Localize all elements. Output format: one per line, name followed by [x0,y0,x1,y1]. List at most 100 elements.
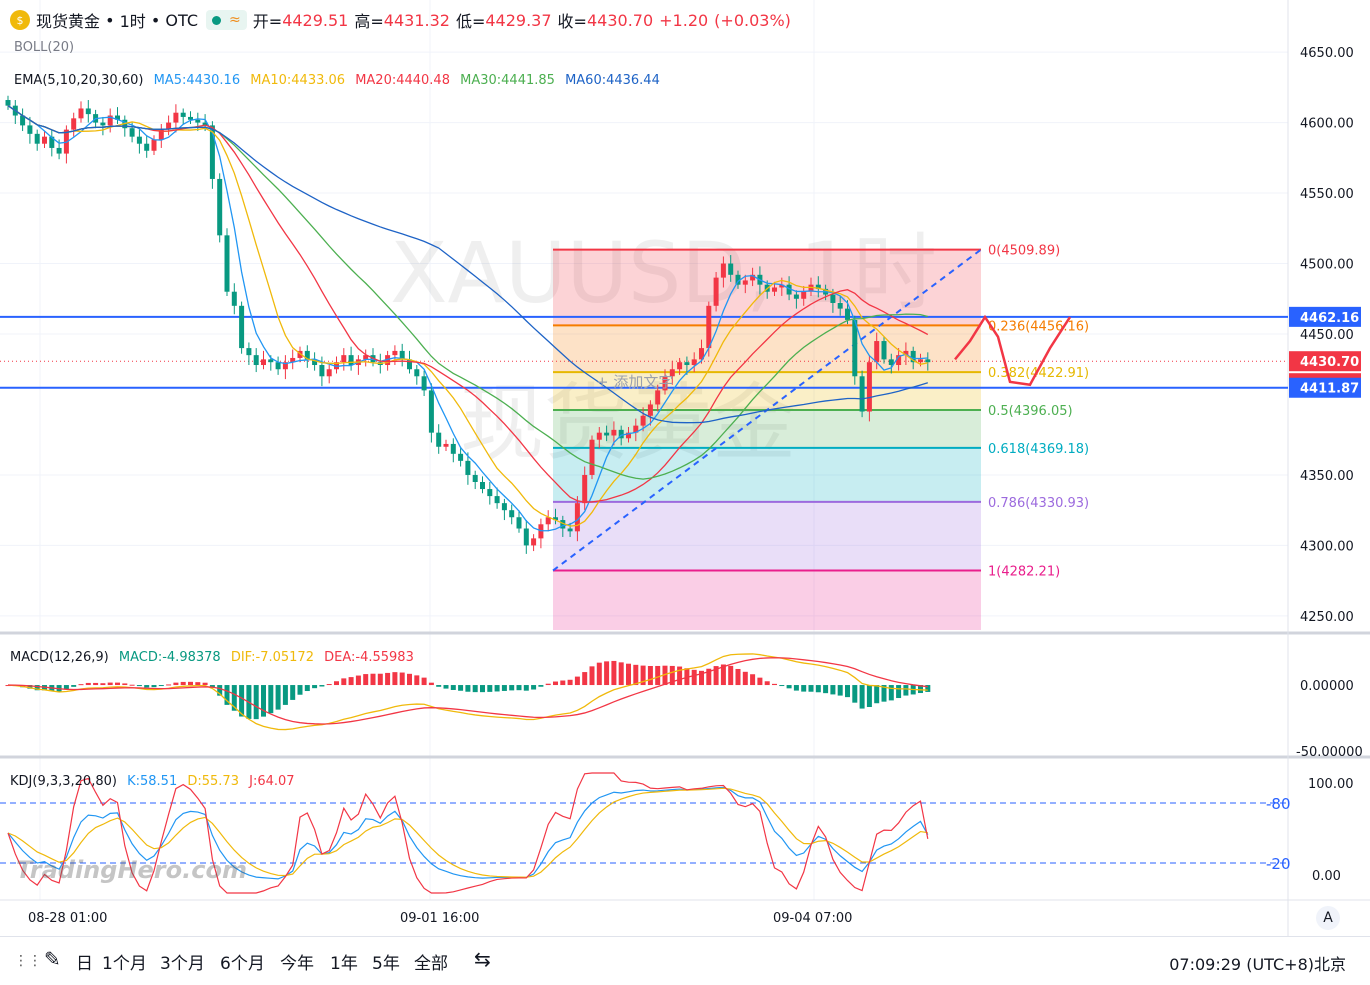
candle-body [786,284,792,295]
candle-body [881,341,887,360]
candle-body [436,432,442,447]
macd-title: MACD(12,26,9) [10,650,109,665]
boll-indicator-label[interactable]: BOLL(20) [14,40,75,55]
macd-histogram-bar [852,685,858,703]
k-value: K:58.51 [127,774,178,789]
candle-body [487,489,493,497]
fib-zone [553,325,981,373]
market-open-dot-icon [212,15,222,25]
range-6m[interactable]: 6个月 [220,954,265,974]
candle-body [385,355,391,366]
candle-body [42,136,47,144]
macd-histogram-bar [837,685,843,696]
macd-histogram-bar [312,685,318,689]
macd-histogram-bar [421,677,427,686]
symbol-watermark: XAUUSD, 1时 [390,224,937,322]
macd-histogram-bar [136,685,142,687]
price-tag [1289,306,1361,327]
chart-canvas[interactable]: XAUUSD, 1时现货黄金0(4509.89)0.236(4456.16)0.… [0,0,1370,936]
projection-drawing [954,314,1072,387]
candle-body [604,432,610,436]
interval-label[interactable]: 1时 [119,12,146,31]
range-5y[interactable]: 5年 [372,954,400,974]
macd-legend[interactable]: MACD(12,26,9) MACD:-4.98378 DIF:-7.05172… [10,650,420,665]
auto-scale-button[interactable]: A [1316,906,1340,930]
candle-body [136,136,142,144]
candle-body [837,302,843,309]
candle-body [560,520,566,529]
macd-histogram-bar [268,685,274,714]
macd-histogram-bar [188,681,193,686]
kdj-level-label: -20 [1266,855,1291,873]
candle-body [129,128,135,137]
range-1m[interactable]: 1个月 [102,954,147,974]
candle-body [472,474,478,482]
range-ytd[interactable]: 今年 [280,954,314,974]
candle-body [20,115,26,126]
macd-histogram-bar [611,660,617,686]
macd-histogram-bar [772,683,777,686]
macd-histogram-bar [202,682,208,686]
fib-level-label: 0.5(4396.05) [988,404,1073,419]
low-value: 4429.37 [485,10,552,30]
dif-line [7,653,928,731]
candle-body [49,136,55,148]
candle-body [334,362,339,370]
fib-zone [553,447,981,502]
candle-body [545,517,551,525]
kdj-title: KDJ(9,3,3,20,80) [10,774,117,789]
macd-histogram-bar [348,677,354,686]
macd-histogram-bar [180,681,186,686]
macd-histogram-bar [779,685,785,687]
candle-body [34,133,40,144]
draw-tool-icon[interactable]: ✎ [44,947,61,971]
macd-histogram-bar [706,668,712,686]
range-1y[interactable]: 1年 [330,954,358,974]
symbol-name[interactable]: 现货黄金 [36,12,101,31]
macd-histogram-bar [107,682,113,686]
time-axis-label: 08-28 01:00 [28,911,107,926]
price-tag-label: 4411.87 [1300,382,1359,397]
macd-histogram-bar [509,685,515,691]
macd-histogram-bar [209,685,215,688]
macd-value: MACD:-4.98378 [118,650,221,665]
candle-body [859,376,865,412]
macd-histogram-bar [319,685,325,687]
candle-body [845,308,850,320]
clock-timezone[interactable]: 07:09:29 (UTC+8)北京 [1169,955,1346,974]
candle-body [742,280,748,285]
candle-body [71,118,77,130]
macd-histogram-bar [691,669,697,686]
candle-body [655,390,661,405]
candle-body [618,429,624,439]
high-label: 高= [354,12,384,31]
market-status-badge[interactable]: ≈ [206,10,247,30]
calendar-range-icon[interactable]: ⇆ [474,947,491,971]
macd-histogram-bar [742,671,748,686]
macd-histogram-bar [793,685,799,691]
kdj-legend[interactable]: KDJ(9,3,3,20,80) K:58.51 D:55.73 J:64.07 [10,774,301,789]
macd-histogram-bar [392,672,398,686]
macd-histogram-bar [304,685,310,692]
close-value: 4430.70 [586,10,654,30]
candle-body [304,350,310,360]
ema-indicator-legend[interactable]: EMA(5,10,20,30,60) MA5:4430.16 MA10:4433… [14,73,666,88]
candle-body [669,369,675,377]
macd-histogram-bar [217,685,223,696]
drag-handle-icon[interactable]: ⋮⋮ [14,953,42,969]
candle-body [699,348,704,360]
range-1d[interactable]: 日 [76,954,93,974]
macd-histogram-bar [859,685,865,709]
price-axis-label: 4650.00 [1300,46,1354,61]
range-all[interactable]: 全部 [414,954,448,974]
macd-axis-label: 0.00000 [1300,679,1354,694]
candle-body [925,359,931,363]
macd-histogram-bar [925,685,931,692]
candle-body [341,355,347,363]
range-3m[interactable]: 3个月 [160,954,205,974]
macd-histogram-bar [866,685,872,708]
price-axis-label: 4550.00 [1300,187,1354,202]
macd-histogram-bar [428,682,434,686]
candle-body [239,305,245,349]
candle-body [282,362,288,370]
